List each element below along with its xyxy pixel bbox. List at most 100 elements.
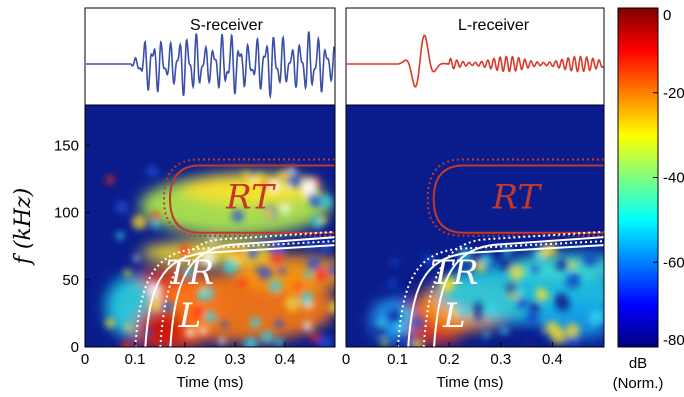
spectrogram-speckle — [124, 323, 132, 331]
colorbar-note: (Norm.) — [613, 375, 664, 392]
spectrogram-speckle — [192, 307, 205, 319]
colorbar-tick-label: -20 — [663, 85, 684, 102]
spectrogram-energy-blob — [135, 308, 185, 345]
spectrogram-speckle — [314, 268, 328, 282]
left-spectrogram — [85, 105, 335, 347]
spectrogram-speckle — [196, 290, 207, 301]
spectrogram-speckle — [198, 326, 208, 335]
right-spectrogram — [346, 105, 604, 347]
colorbar-tick-label: -60 — [663, 254, 684, 271]
spectrogram-speckle — [309, 332, 320, 342]
spectrogram-speckle — [274, 337, 284, 347]
x-tick-label: 0.3 — [225, 351, 246, 368]
spectrogram-speckle — [307, 193, 317, 203]
spectrogram-speckle — [121, 340, 134, 347]
spectrogram-speckle — [499, 258, 513, 272]
left-x-axis-label: Time (ms) — [177, 374, 244, 391]
spectrogram-speckle — [516, 297, 528, 310]
y-tick-label: 150 — [54, 137, 79, 154]
right-waveform-label: L-receiver — [458, 17, 530, 34]
rt-mode-curve — [432, 164, 604, 234]
spectrogram-speckle — [287, 173, 303, 189]
x-tick-label: 0.4 — [542, 351, 563, 368]
spectrogram-speckle — [262, 207, 275, 220]
spectrogram-speckle — [262, 180, 270, 188]
spectrogram-speckle — [220, 320, 229, 329]
x-tick-label: 0 — [81, 351, 89, 368]
spectrogram-speckle — [412, 338, 424, 347]
spectrogram-speckle — [278, 169, 289, 181]
spectrogram-speckle — [243, 337, 259, 347]
left-waveform-trace — [86, 31, 335, 100]
spectrogram-speckle — [306, 256, 322, 272]
spectrogram-speckle — [287, 166, 296, 174]
right-region-tr-label: TR — [430, 253, 478, 293]
spectrogram-speckle — [237, 278, 247, 289]
left-panel: S-receiver RT TR L 0 0.1 0.2 0.3 0.4 0 50 100 1… — [11, 7, 336, 391]
spectrogram-speckle — [568, 260, 577, 270]
x-tick-label: 0.2 — [439, 351, 460, 368]
tr-mode-curve-dotted — [134, 240, 335, 347]
spectrogram-speckle — [294, 282, 303, 291]
spectrogram-speckle — [474, 312, 483, 322]
spectrogram-speckle — [512, 284, 524, 295]
spectrogram-speckle — [244, 181, 260, 197]
spectrogram-speckle — [590, 337, 597, 345]
spectrogram-speckle — [523, 335, 537, 347]
colorbar: 0 -20 -40 -60 -80 dB (Norm.) — [613, 7, 684, 392]
colorbar-unit: dB — [629, 355, 647, 372]
rt-mode-curve — [168, 164, 335, 234]
spectrogram-speckle — [385, 310, 398, 323]
spectrogram-speckle — [472, 302, 485, 314]
spectrogram-speckle — [555, 258, 569, 272]
right-spectrogram-frame — [345, 104, 605, 348]
spectrogram-speckle — [123, 269, 132, 277]
spectrogram-speckle — [304, 240, 315, 251]
tr-mode-curve — [144, 244, 335, 347]
spectrogram-speckle — [302, 321, 312, 331]
x-tick-label: 0.1 — [125, 351, 146, 368]
spectrogram-speckle — [483, 331, 490, 339]
spectrogram-speckle — [268, 279, 282, 293]
tr-mode-curve-dotted — [396, 240, 604, 347]
spectrogram-speckle — [509, 265, 525, 281]
x-tick-label: 0.1 — [387, 351, 408, 368]
spectrogram-speckle — [274, 319, 284, 329]
spectrogram-speckle — [390, 257, 400, 267]
right-region-l-label: L — [442, 296, 466, 336]
spectrogram-speckle — [231, 209, 244, 223]
spectrogram-speckle — [528, 301, 541, 314]
spectrogram-speckle — [249, 316, 261, 328]
spectrogram-speckle — [115, 200, 129, 214]
spectrogram-speckle — [566, 335, 581, 347]
rt-mode-curve-dotted — [426, 158, 604, 237]
spectrogram-speckle — [260, 330, 274, 344]
spectrogram-speckle — [195, 268, 203, 275]
y-tick-label: 50 — [62, 272, 79, 289]
spectrogram-speckle — [304, 270, 313, 279]
right-panel: L-receiver RT TR L 0 0.1 0.2 0.3 0.4 Time (m… — [342, 7, 605, 391]
spectrogram-speckle — [327, 300, 335, 314]
spectrogram-speckle — [242, 171, 251, 180]
spectrogram-speckle — [457, 306, 468, 317]
spectrogram-speckle — [565, 323, 580, 338]
spectrogram-speckle — [375, 282, 390, 297]
spectrogram-speckle — [450, 308, 459, 317]
spectrogram-speckle — [500, 326, 509, 335]
right-x-axis-label: Time (ms) — [437, 374, 504, 391]
spectrogram-speckle — [388, 278, 399, 289]
left-region-rt-label: RT — [225, 178, 276, 218]
spectrogram-speckle — [270, 251, 284, 265]
spectrogram-speckle — [279, 203, 291, 214]
spectrogram-speckle — [318, 335, 333, 347]
y-tick-label: 0 — [71, 339, 79, 356]
spectrogram-speckle — [412, 317, 424, 328]
spectrogram-speckle — [258, 266, 273, 281]
l-mode-curve — [169, 236, 335, 347]
spectrogram-speckle — [105, 175, 115, 185]
spectrogram-speckle — [564, 273, 581, 290]
spectrogram-speckle — [151, 211, 161, 221]
spectrogram-speckle — [200, 250, 217, 267]
left-waveform-label: S-receiver — [190, 17, 264, 34]
